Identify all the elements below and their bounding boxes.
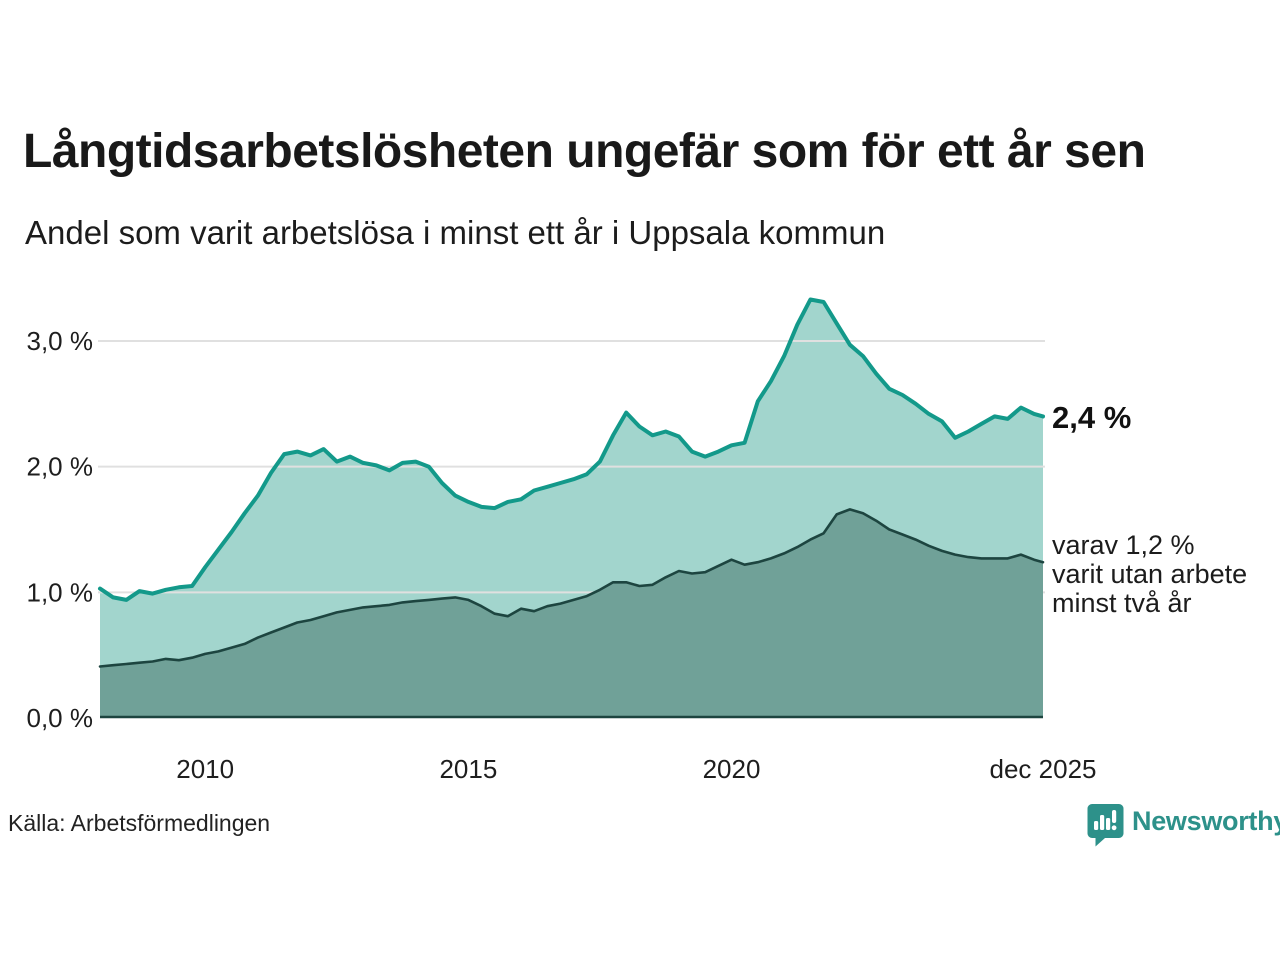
y-axis-tick-label: 0,0 % (27, 703, 94, 733)
line-two-years (98, 508, 1045, 668)
y-axis-tick-label: 3,0 % (27, 326, 94, 356)
breakdown-line: varav 1,2 % (1052, 530, 1195, 560)
newsworthy-wordmark: Newsworthy (1132, 806, 1280, 836)
area-chart: 0,0 % 1,0 % 2,0 % 3,0 % 2010 2015 2020 dec 2025 (27, 297, 1097, 784)
page-subtitle: Andel som varit arbetslösa i minst ett å… (25, 214, 886, 251)
x-axis-tick-label: 2010 (176, 754, 234, 784)
breakdown-line: minst två år (1052, 588, 1192, 618)
end-value-label: 2,4 % (1052, 400, 1132, 435)
breakdown-annotation: varav 1,2 % varit utan arbete minst två … (1052, 531, 1247, 618)
x-axis-tick-label: 2015 (439, 754, 497, 784)
line-one-year (98, 297, 1045, 602)
breakdown-line: varit utan arbete (1052, 559, 1248, 589)
page-title: Långtidsarbetslösheten ungefär som för e… (23, 125, 1146, 178)
x-axis-tick-label: 2020 (703, 754, 761, 784)
y-axis-tick-label: 1,0 % (27, 577, 94, 607)
source-label: Källa: Arbetsförmedlingen (8, 810, 271, 836)
bar-chart-speech-bubble-icon (1087, 803, 1124, 852)
y-axis-tick-label: 2,0 % (27, 452, 94, 482)
area-two-years (100, 509, 1043, 718)
x-axis-tick-label: dec 2025 (990, 754, 1097, 784)
newsworthy-logo: Newsworthy (1087, 803, 1280, 852)
